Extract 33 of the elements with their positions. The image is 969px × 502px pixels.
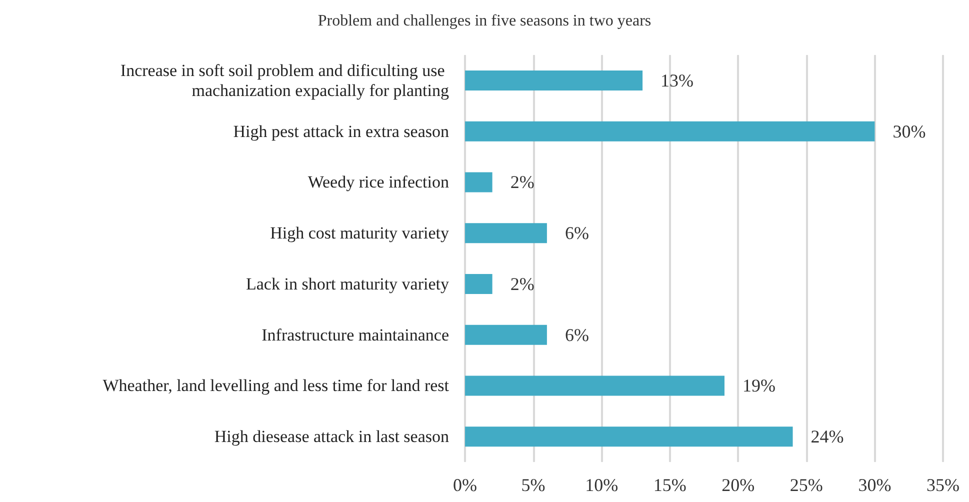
chart-title: Problem and challenges in five seasons in two years bbox=[318, 12, 652, 30]
y-tick-label: High pest attack in extra season bbox=[233, 122, 450, 141]
bar bbox=[465, 324, 547, 345]
bar bbox=[465, 121, 875, 142]
x-tick-label: 0% bbox=[453, 475, 477, 495]
data-label: 24% bbox=[810, 426, 844, 447]
data-label: 30% bbox=[892, 121, 926, 142]
bar bbox=[465, 172, 492, 192]
x-tick-label: 25% bbox=[790, 475, 823, 495]
data-label: 6% bbox=[564, 223, 589, 244]
bar bbox=[465, 426, 793, 447]
y-tick-label: Weedy rice infection bbox=[308, 172, 450, 192]
x-tick-label: 10% bbox=[585, 475, 618, 495]
x-tick-label: 30% bbox=[858, 475, 892, 495]
y-tick-label: Increase in soft soil problem and dificulting use machanization expacially for planting bbox=[120, 60, 450, 100]
bar bbox=[465, 376, 724, 396]
data-label: 6% bbox=[564, 324, 589, 345]
x-tick-label: 15% bbox=[653, 475, 686, 495]
bar bbox=[465, 223, 547, 244]
data-label: 2% bbox=[510, 172, 534, 192]
y-tick-label: High diesease attack in last season bbox=[214, 427, 450, 446]
y-tick-label: High cost maturity variety bbox=[270, 224, 450, 243]
data-label: 13% bbox=[660, 70, 694, 90]
bar bbox=[465, 70, 643, 90]
y-tick-label: Lack in short maturity variety bbox=[246, 274, 450, 294]
bar bbox=[465, 274, 492, 294]
y-tick-label: Wheather, land levelling and less time for land rest bbox=[102, 376, 450, 396]
data-label: 2% bbox=[510, 274, 534, 294]
x-tick-label: 35% bbox=[926, 475, 960, 495]
data-label: 19% bbox=[742, 376, 776, 396]
y-tick-label: Infrastructure maintainance bbox=[262, 325, 449, 344]
x-tick-label: 20% bbox=[722, 475, 755, 495]
x-tick-label: 5% bbox=[521, 475, 546, 495]
